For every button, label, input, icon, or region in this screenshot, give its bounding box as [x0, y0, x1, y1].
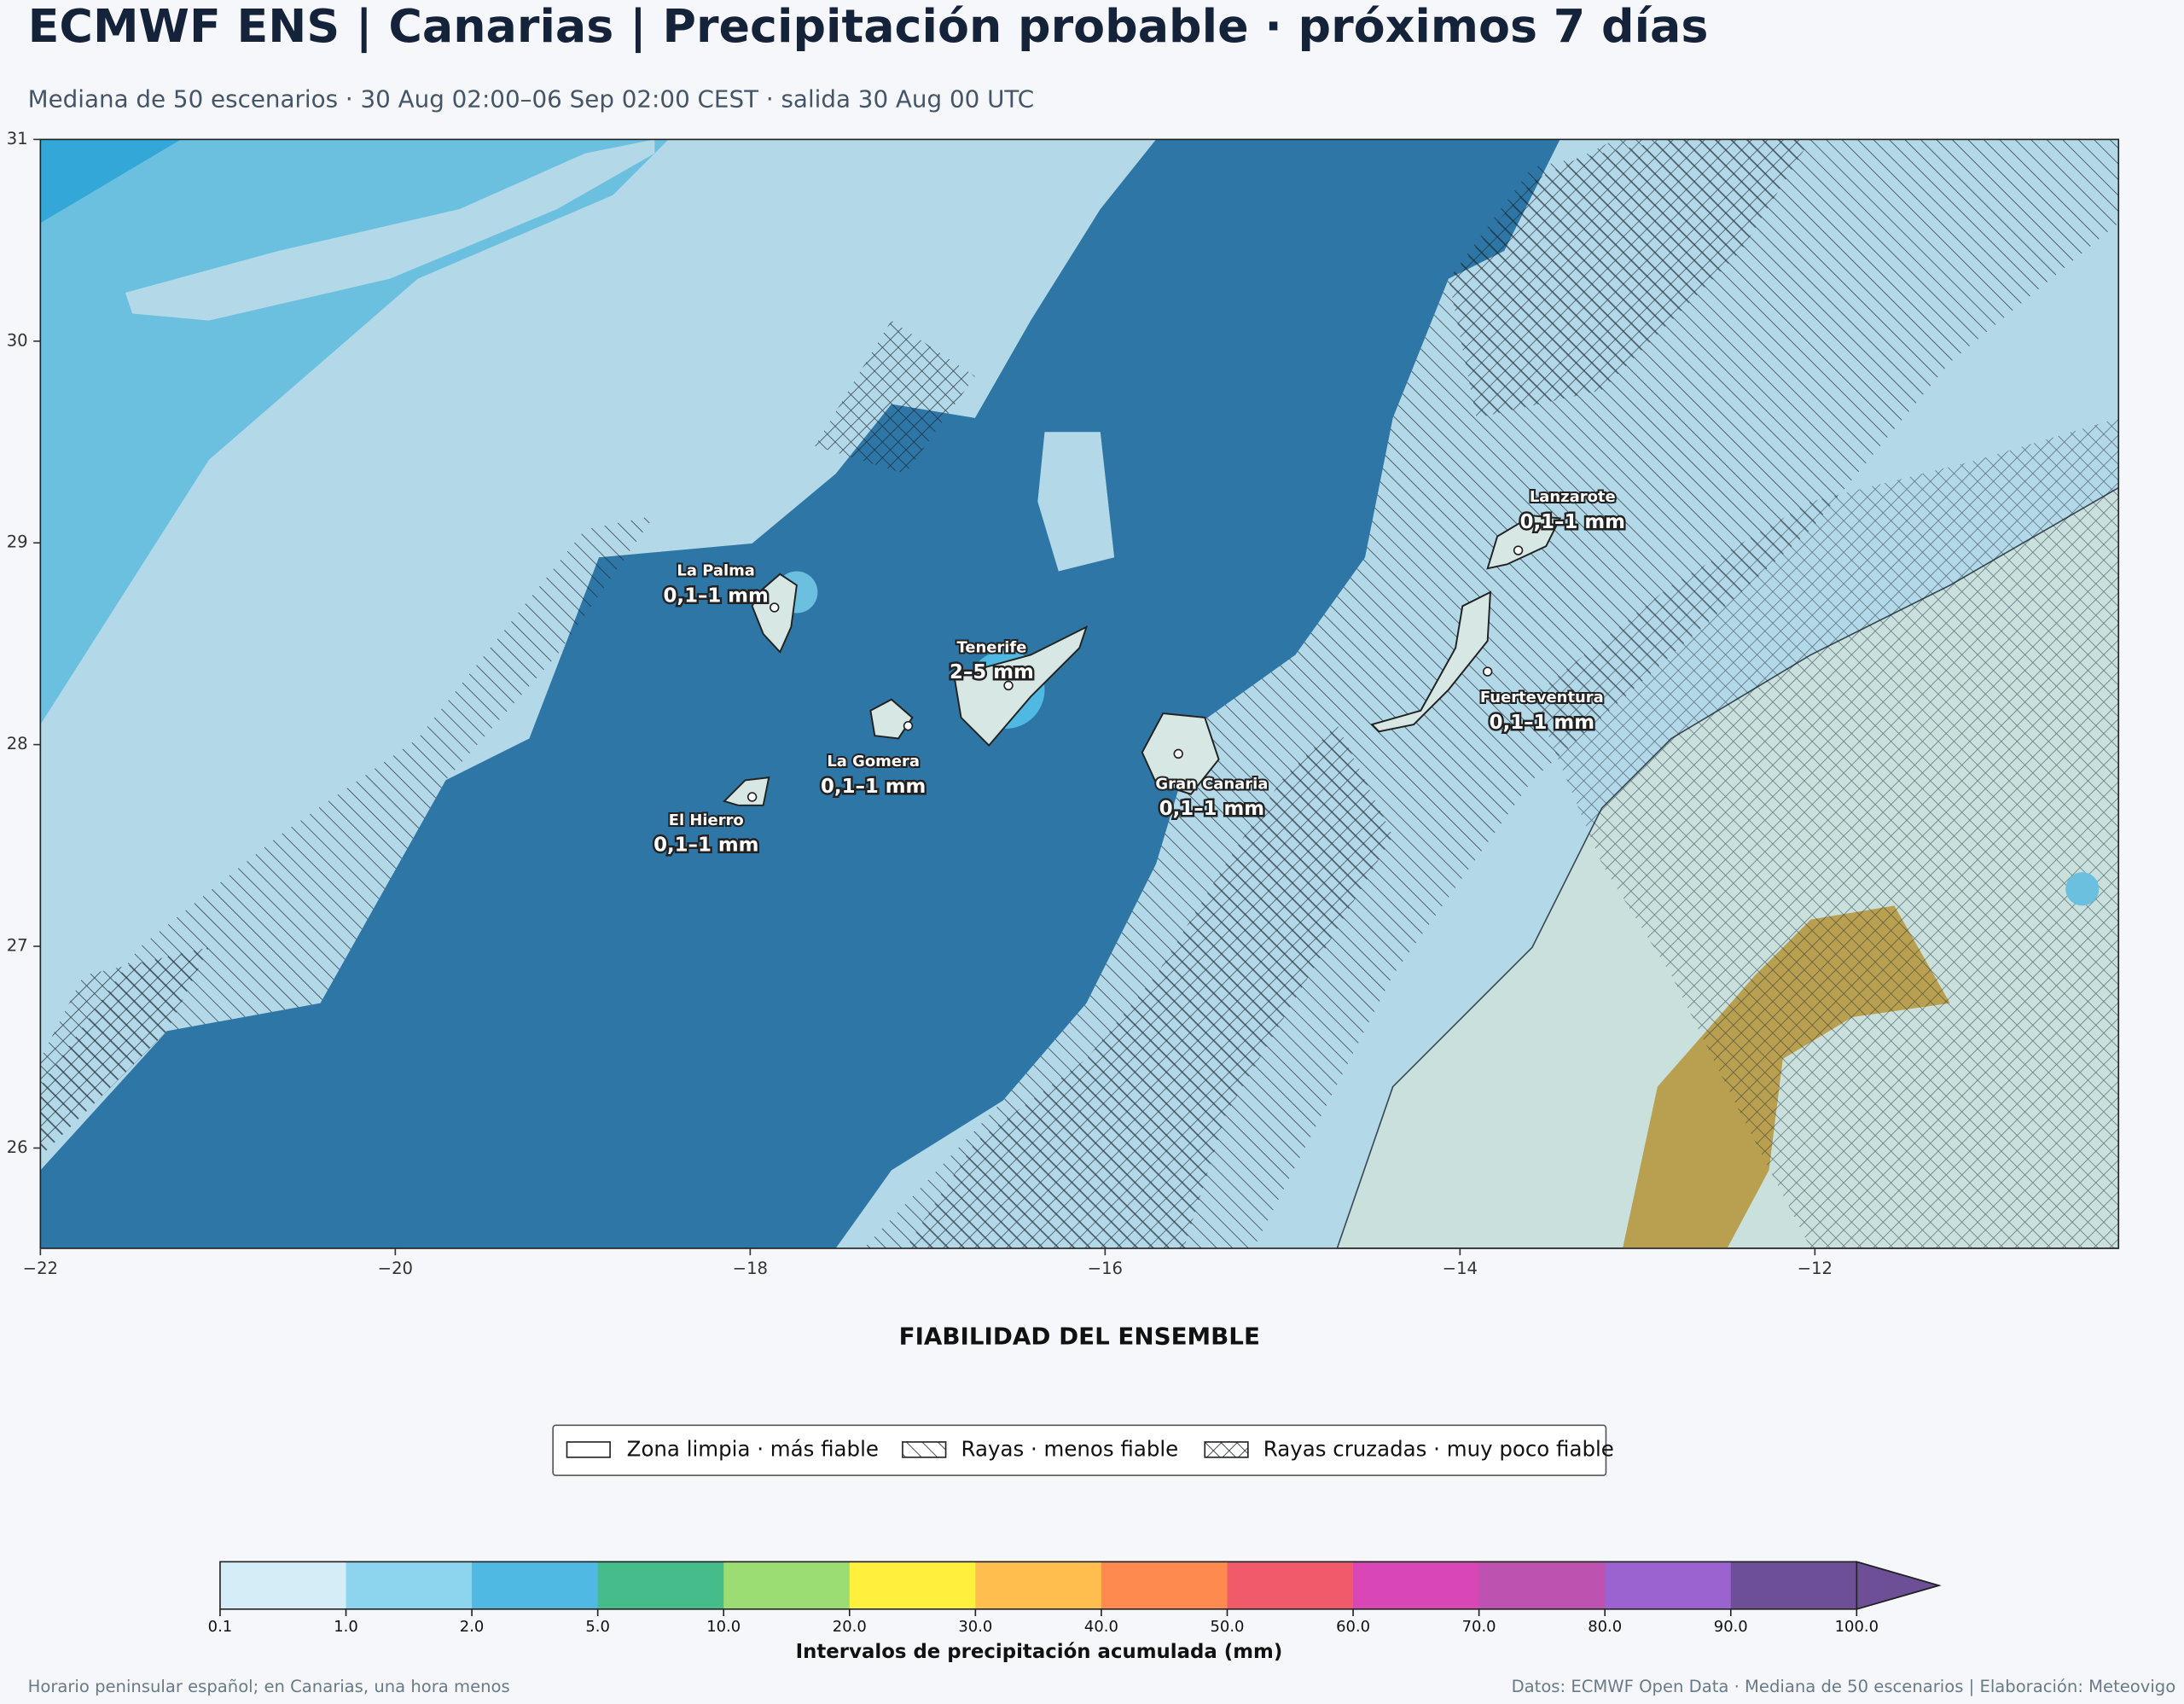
- cross-zone: [40, 947, 209, 1157]
- island: [723, 776, 770, 806]
- island-amount: 0,1–1 mm: [653, 835, 758, 857]
- colorbar-tick-label: 30.0: [958, 1618, 992, 1636]
- hatch-zone: [40, 515, 655, 1157]
- island-marker: [770, 602, 780, 613]
- island-name: Lanzarote: [1530, 488, 1616, 506]
- island: [1486, 515, 1562, 570]
- rain-spot: [2065, 872, 2100, 906]
- title: ECMWF ENS | Canarias | Precipitación pro…: [28, 0, 1709, 53]
- colorbar-segment: [1605, 1562, 1732, 1609]
- island-amount: 0,1–1 mm: [664, 584, 769, 607]
- island-name: La Gomera: [827, 753, 920, 771]
- colorbar-segment: [849, 1562, 977, 1609]
- legend-item: Rayas · menos fiable: [961, 1437, 1179, 1462]
- island-name: Fuerteventura: [1480, 689, 1604, 707]
- x-tick-label: −16: [1088, 1259, 1123, 1278]
- cross-zone: [1531, 417, 2119, 1248]
- legend-swatch: [566, 1441, 611, 1458]
- island-name: Gran Canaria: [1155, 775, 1268, 793]
- colorbar-tick-label: 90.0: [1714, 1618, 1748, 1636]
- colorbar-tick-label: 10.0: [706, 1618, 741, 1636]
- colorbar-frame: [219, 1561, 1942, 1610]
- x-tick-label: −14: [1443, 1259, 1478, 1278]
- sea-dry: [40, 139, 1560, 1248]
- y-tick-label: 29: [7, 532, 28, 552]
- footer-left: Horario peninsular español; en Canarias,…: [28, 1677, 510, 1696]
- island-marker: [746, 792, 758, 802]
- island: [953, 625, 1089, 747]
- colorbar-segment: [1353, 1562, 1480, 1609]
- cross-zone: [815, 320, 975, 474]
- colorbar-segment: [472, 1562, 599, 1609]
- legend-box: [552, 1424, 1607, 1476]
- island-marker: [1482, 666, 1493, 677]
- colorbar-segment: [346, 1562, 473, 1609]
- subtitle: Mediana de 50 escenarios · 30 Aug 02:00–…: [28, 85, 1034, 113]
- x-tick-label: −22: [23, 1259, 58, 1278]
- island-marker: [903, 721, 914, 731]
- legend-item: Rayas cruzadas · muy poco fiable: [1263, 1437, 1614, 1462]
- legend-swatch: [1204, 1441, 1249, 1458]
- colorbar-segment: [723, 1562, 851, 1609]
- colorbar-segment: [219, 1562, 347, 1609]
- cross-zone: [905, 724, 1393, 1248]
- colorbar-tick-label: 1.0: [334, 1618, 358, 1636]
- legend-item: Zona limpia · más fiable: [627, 1437, 879, 1462]
- legend-swatch: [902, 1441, 947, 1458]
- colorbar-segment: [1227, 1562, 1354, 1609]
- y-tick-label: 27: [7, 936, 28, 956]
- colorbar-tick-label: 70.0: [1462, 1618, 1496, 1636]
- island: [1370, 590, 1492, 733]
- colorbar-label: Intervalos de precipitación acumulada (m…: [796, 1641, 1283, 1663]
- island-marker: [1003, 680, 1014, 691]
- legend-title: FIABILIDAD DEL ENSEMBLE: [899, 1322, 1260, 1350]
- x-tick-label: −12: [1798, 1259, 1833, 1278]
- y-tick-label: 30: [7, 330, 28, 350]
- colorbar-tick-label: 5.0: [585, 1618, 610, 1636]
- island-amount: 0,1–1 mm: [1490, 712, 1594, 734]
- island: [751, 573, 798, 654]
- colorbar-tick-label: 100.0: [1835, 1618, 1879, 1636]
- colorbar-tick-label: 50.0: [1211, 1618, 1245, 1636]
- cross-zone: [1448, 139, 1811, 418]
- island-amount: 2–5 mm: [950, 661, 1034, 683]
- island-name: Tenerife: [956, 638, 1026, 656]
- colorbar-tick-label: 80.0: [1588, 1618, 1622, 1636]
- colorbar-segment: [1730, 1562, 1858, 1609]
- island-amount: 0,1–1 mm: [1159, 798, 1264, 820]
- x-tick-label: −18: [733, 1259, 768, 1278]
- dry-zone: [1037, 432, 1115, 572]
- y-tick-label: 28: [7, 734, 28, 753]
- map: [40, 139, 2119, 1248]
- y-tick-label: 26: [7, 1137, 28, 1157]
- map-frame: [39, 138, 2120, 1249]
- island-name: El Hierro: [669, 811, 744, 829]
- x-tick-label: −20: [378, 1259, 413, 1278]
- colorbar-segment: [975, 1562, 1102, 1609]
- island-marker: [1173, 748, 1183, 759]
- colorbar-extension: [1856, 1561, 1942, 1610]
- colorbar-tick-label: 2.0: [460, 1618, 485, 1636]
- colorbar-tick-label: 60.0: [1336, 1618, 1370, 1636]
- colorbar-segment: [1101, 1562, 1228, 1609]
- island-amount: 0,1–1 mm: [1520, 511, 1625, 533]
- island-marker: [1513, 545, 1524, 555]
- colorbar-tick-label: 40.0: [1084, 1618, 1118, 1636]
- colorbar-segment: [597, 1562, 725, 1609]
- dry-zone: [125, 139, 655, 321]
- colorbar-tick-label: 0.1: [208, 1618, 233, 1636]
- island-amount: 0,1–1 mm: [821, 776, 926, 798]
- colorbar-tick-label: 20.0: [833, 1618, 867, 1636]
- y-tick-label: 31: [7, 129, 28, 148]
- island-name: La Palma: [677, 562, 755, 580]
- footer-right: Datos: ECMWF Open Data · Mediana de 50 e…: [1512, 1677, 2176, 1696]
- colorbar-segment: [1478, 1562, 1606, 1609]
